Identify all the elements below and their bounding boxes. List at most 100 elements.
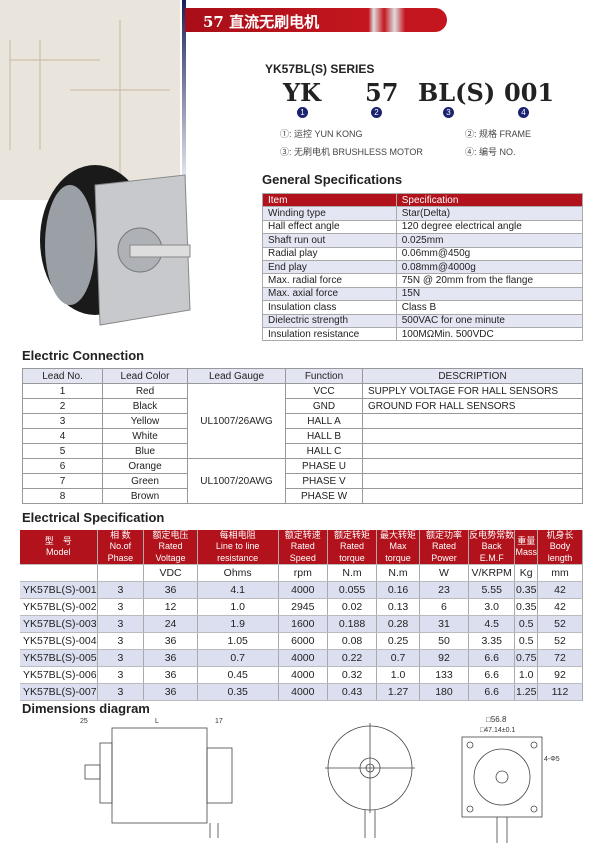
table-cell: 0.43 — [327, 683, 378, 701]
table-row: 2 Black GND GROUND FOR HALL SENSORS — [22, 398, 583, 414]
table-cell: 6.6 — [468, 683, 516, 701]
dimension-label: 25 — [80, 718, 88, 725]
header-cell: 额定转矩 Rated torque — [327, 530, 378, 565]
table-cell: 1.0 — [376, 666, 421, 684]
code-yk: YK — [283, 78, 321, 107]
table-cell: 4000 — [278, 649, 329, 667]
table-cell: 42 — [537, 581, 584, 599]
table-cell: 0.75 — [514, 649, 538, 667]
table-cell: 72 — [537, 649, 584, 667]
table-cell: YK57BL(S)-002 — [20, 598, 98, 616]
table-cell: SUPPLY VOLTAGE FOR HALL SENSORS — [362, 383, 583, 399]
table-cell — [362, 488, 583, 504]
legend-3: ③: 无刷电机 BRUSHLESS MOTOR — [280, 147, 423, 157]
table-cell: 4000 — [278, 666, 329, 684]
side-view-drawing: L 25 17 — [80, 718, 233, 838]
dimensions-drawings: L 25 17 □56.8 □47.14±0.1 4-Φ5 — [80, 715, 560, 843]
table-cell: 1600 — [278, 615, 329, 633]
table-cell: 50 — [419, 632, 469, 650]
table-cell: 0.08mm@4000g — [395, 259, 584, 275]
table-cell: 0.28 — [376, 615, 421, 633]
table-cell: 2 — [22, 398, 103, 414]
table-cell: Radial play — [262, 246, 397, 261]
table-row: Hall effect angle 120 degree electrical a… — [262, 219, 584, 235]
table-cell: 1.27 — [376, 683, 421, 701]
table-cell — [362, 413, 583, 429]
table-cell: 3 — [22, 413, 103, 429]
table-cell: Yellow — [102, 413, 188, 429]
table-row: YK57BL(S)-003 3 24 1.9 1600 0.188 0.28 31 4.5 0.5… — [20, 615, 584, 633]
table-cell: YK57BL(S)-003 — [20, 615, 98, 633]
table-cell: 4.1 — [197, 581, 279, 599]
badge-1: 1 — [297, 107, 308, 118]
table-cell: Star(Delta) — [395, 206, 584, 221]
table-cell: 0.35 — [514, 598, 538, 616]
table-cell: 3 — [97, 581, 145, 599]
table-cell: YK57BL(S)-004 — [20, 632, 98, 650]
table-row: 1 Red UL1007/26AWG VCC SUPPLY VOLTAGE FOR HA… — [22, 383, 583, 459]
table-cell: Max. radial force — [262, 273, 397, 288]
table-cell: HALL C — [285, 443, 363, 459]
table-cell: White — [102, 428, 188, 444]
table-cell: 5 — [22, 443, 103, 459]
table-cell — [362, 473, 583, 489]
series-title: YK57BL(S) SERIES — [265, 62, 375, 76]
table-cell: N.m — [376, 564, 421, 582]
dimensions-heading: Dimensions diagram — [22, 701, 150, 716]
table-cell: 36 — [143, 683, 198, 701]
table-cell: 0.5 — [514, 615, 538, 633]
table-cell: 4 — [22, 428, 103, 444]
table-cell: Winding type — [262, 206, 397, 221]
table-cell: rpm — [278, 564, 329, 582]
table-cell: 0.02 — [327, 598, 378, 616]
electric-connection-table: Lead No. Lead Color Lead Gauge Function DESC… — [22, 368, 583, 504]
table-cell: 0.06mm@450g — [395, 246, 584, 261]
table-row: YK57BL(S)-001 3 36 4.1 4000 0.055 0.16 23 5.55 0.… — [20, 581, 584, 599]
table-cell: Lead No. — [22, 368, 103, 384]
rear-view-drawing — [325, 723, 415, 838]
header-cell: 重量 Mass — [514, 530, 538, 565]
table-cell — [362, 428, 583, 444]
table-cell: 0.055 — [327, 581, 378, 599]
table-cell: 3 — [97, 683, 145, 701]
table-cell: 6 — [22, 458, 103, 474]
table-cell: Dielectric strength — [262, 313, 397, 328]
header-cell: 型 号 Model — [20, 530, 98, 565]
table-cell: 180 — [419, 683, 469, 701]
table-cell: Hall effect angle — [262, 219, 397, 235]
dimension-label: L — [155, 718, 159, 725]
badge-4: 4 — [518, 107, 529, 118]
table-cell — [362, 443, 583, 459]
table-cell: Ohms — [197, 564, 279, 582]
table-cell: Blue — [102, 443, 188, 459]
table-cell: 0.08 — [327, 632, 378, 650]
table-cell: 8 — [22, 488, 103, 504]
legend-4: ④: 编号 NO. — [465, 147, 516, 157]
motor-photo — [0, 0, 191, 326]
table-cell: YK57BL(S)-006 — [20, 666, 98, 684]
header-cell: 相 数 No.of Phase — [97, 530, 145, 565]
table-cell: 4.5 — [468, 615, 516, 633]
table-row: YK57BL(S)-002 3 12 1.0 2945 0.02 0.13 6 3.0 0.35 4… — [20, 598, 584, 616]
general-spec-heading: General Specifications — [262, 172, 403, 187]
table-cell: Orange — [102, 458, 188, 474]
table-cell: Max. axial force — [262, 286, 397, 302]
table-cell: YK57BL(S)-007 — [20, 683, 98, 701]
table-cell: GROUND FOR HALL SENSORS — [362, 398, 583, 414]
table-cell: 12 — [143, 598, 198, 616]
table-cell: 1.9 — [197, 615, 279, 633]
table-cell: 0.35 — [197, 683, 279, 701]
table-cell: 36 — [143, 632, 198, 650]
table-cell: Specification — [395, 192, 584, 208]
general-spec-table: Item Specification Winding type Star(Delta)… — [262, 192, 584, 342]
table-cell: N.m — [327, 564, 378, 582]
table-cell: 31 — [419, 615, 469, 633]
table-cell: 0.32 — [327, 666, 378, 684]
table-row: YK57BL(S)-006 3 36 0.45 4000 0.32 1.0 133 6.6 1.0… — [20, 666, 584, 684]
table-cell: Shaft run out — [262, 233, 397, 248]
table-cell: DESCRIPTION — [362, 368, 583, 384]
table-cell: PHASE W — [285, 488, 363, 504]
table-cell: Red — [102, 383, 188, 399]
table-cell: Lead Gauge — [187, 368, 286, 384]
table-cell: Lead Color — [102, 368, 188, 384]
